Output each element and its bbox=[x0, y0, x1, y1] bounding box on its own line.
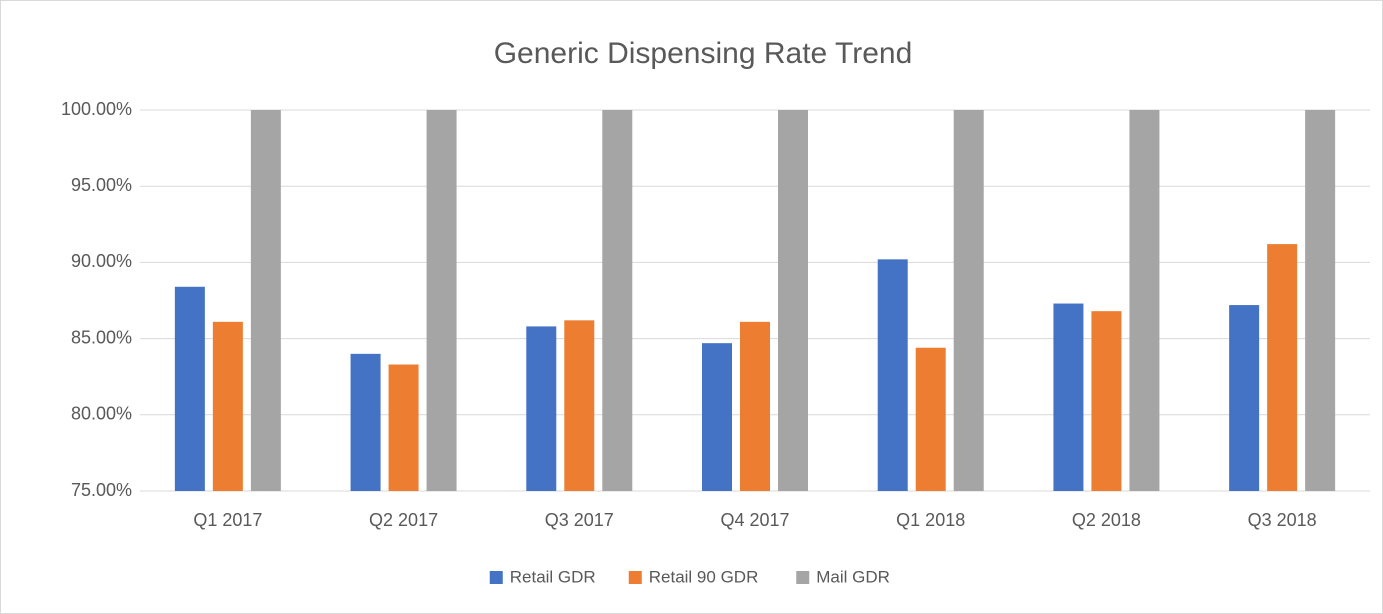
y-tick-label: 100.00% bbox=[61, 99, 132, 119]
bar bbox=[174, 286, 205, 491]
bar bbox=[702, 343, 732, 491]
y-tick-label: 85.00% bbox=[71, 327, 132, 347]
x-tick-label: Q2 2017 bbox=[369, 510, 438, 530]
bar bbox=[1091, 311, 1122, 491]
bar bbox=[953, 110, 984, 491]
chart-title: Generic Dispensing Rate Trend bbox=[494, 37, 913, 70]
legend-swatch bbox=[489, 571, 503, 584]
bar bbox=[564, 320, 595, 491]
bar bbox=[778, 110, 808, 491]
y-tick-label: 75.00% bbox=[71, 480, 132, 500]
bar bbox=[212, 321, 243, 491]
legend-label: Retail GDR bbox=[510, 567, 596, 586]
x-tick-label: Q4 2017 bbox=[720, 510, 789, 530]
x-tick-label: Q1 2018 bbox=[896, 510, 965, 530]
bar bbox=[350, 353, 381, 491]
legend-label: Retail 90 GDR bbox=[649, 567, 759, 586]
bar bbox=[426, 110, 457, 491]
x-tick-label: Q3 2018 bbox=[1248, 510, 1317, 530]
bar bbox=[250, 110, 281, 491]
bar bbox=[1053, 303, 1084, 491]
y-tick-label: 80.00% bbox=[71, 404, 132, 424]
bar bbox=[526, 326, 557, 491]
x-tick-label: Q3 2017 bbox=[545, 510, 614, 530]
bar bbox=[1229, 305, 1260, 491]
legend-swatch bbox=[796, 571, 810, 584]
bar bbox=[1267, 244, 1298, 491]
x-tick-label: Q1 2017 bbox=[193, 510, 262, 530]
y-tick-label: 95.00% bbox=[71, 175, 132, 195]
x-tick-label: Q2 2018 bbox=[1072, 510, 1141, 530]
bar bbox=[1305, 110, 1336, 491]
legend-label: Mail GDR bbox=[816, 567, 890, 586]
y-tick-label: 90.00% bbox=[71, 251, 132, 271]
bar bbox=[602, 110, 633, 491]
bar bbox=[1129, 110, 1160, 491]
bar bbox=[915, 347, 946, 491]
bar bbox=[388, 364, 419, 491]
bar bbox=[877, 259, 908, 491]
legend-swatch bbox=[628, 571, 642, 584]
bar bbox=[740, 321, 770, 491]
